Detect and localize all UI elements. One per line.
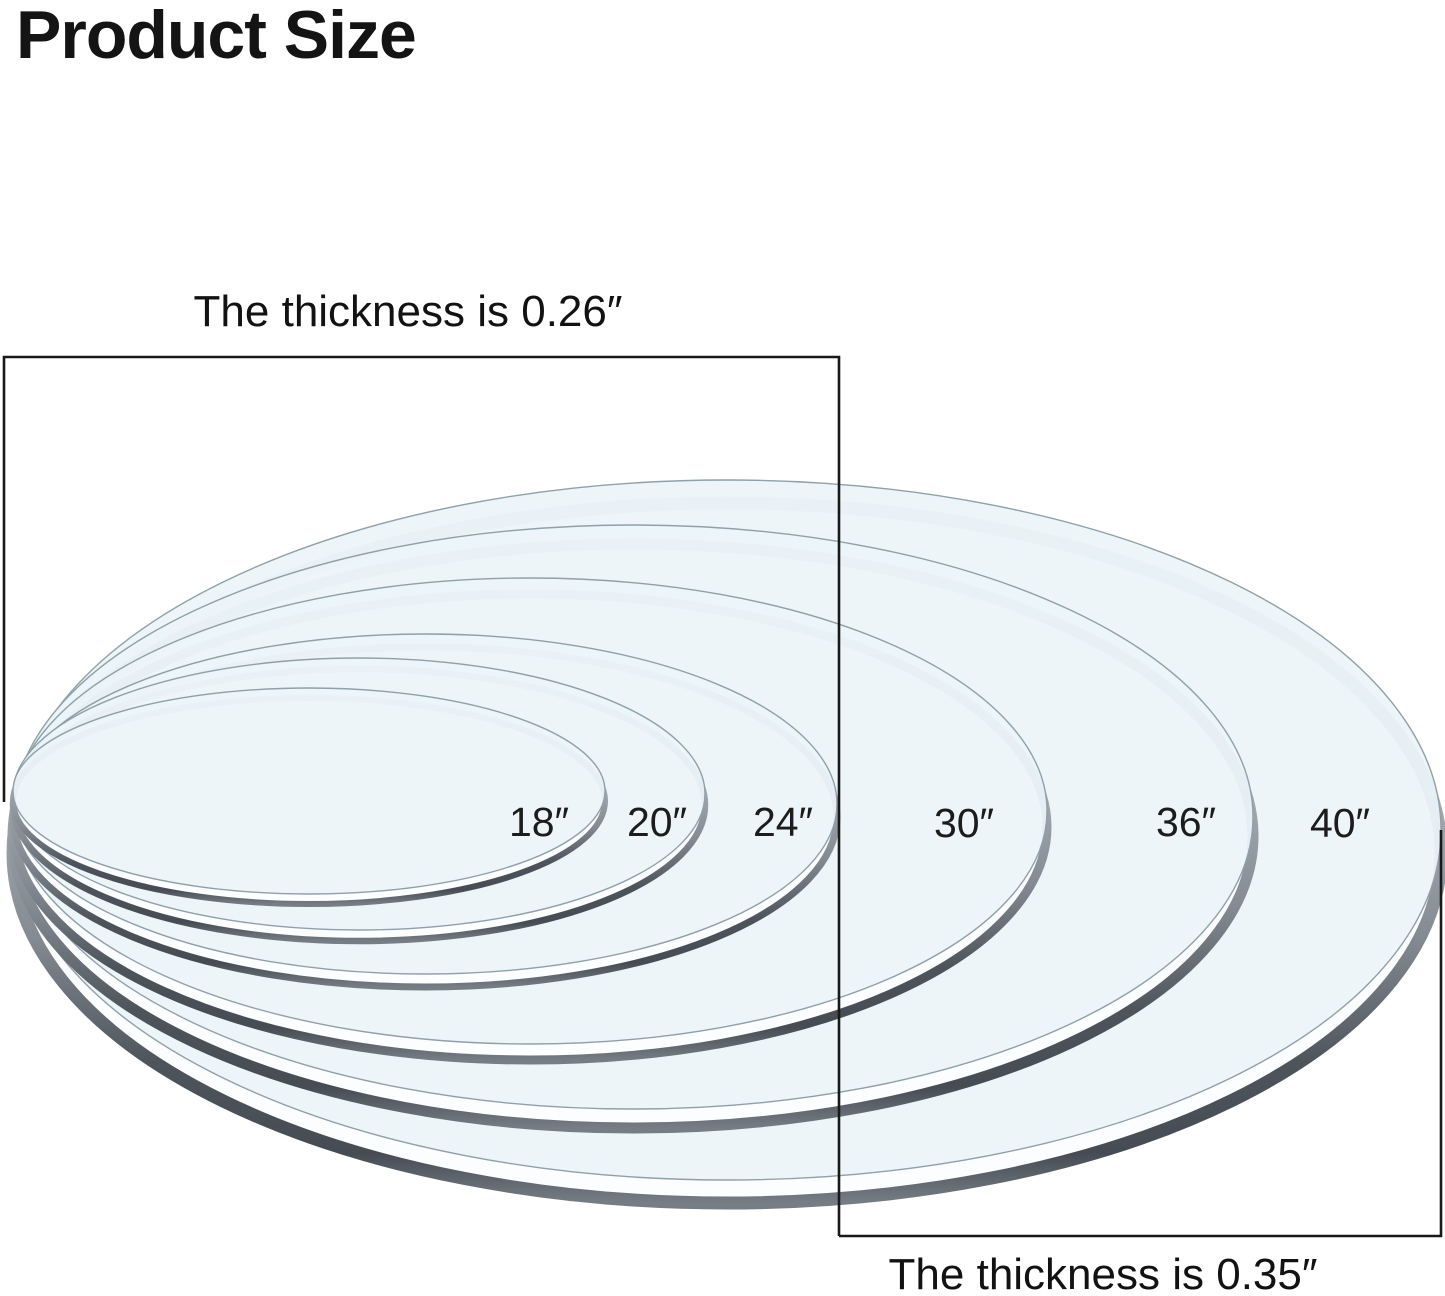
disc-size-label-20-inch: 20″ [627, 799, 687, 845]
disc-top-18-inch [12, 687, 606, 895]
disc-size-label-30-inch: 30″ [934, 800, 994, 846]
disc-size-label-40-inch: 40″ [1310, 800, 1370, 846]
large-discs-group-outline [839, 830, 1443, 1238]
disc-size-label-24-inch: 24″ [753, 799, 813, 845]
thickness-label-large-group: The thickness is 0.35″ [889, 1250, 1318, 1296]
discs-stack [6, 479, 1445, 1210]
thickness-label-small-group: The thickness is 0.26″ [194, 287, 623, 336]
small-discs-group-outline [2, 355, 841, 1236]
disc-size-labels: 18″ 20″ 24″ 30″ 36″ 40″ [509, 799, 1370, 846]
page-title: Product Size [16, 0, 416, 73]
disc-size-label-36-inch: 36″ [1156, 799, 1216, 845]
disc-size-label-18-inch: 18″ [509, 799, 569, 845]
